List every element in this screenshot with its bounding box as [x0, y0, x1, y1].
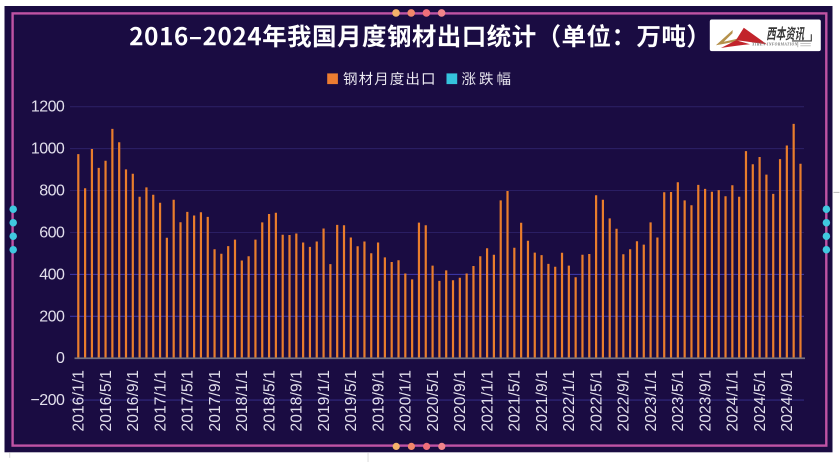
svg-text:2016/1/1: 2016/1/1	[71, 370, 88, 432]
svg-text:2021/5/1: 2021/5/1	[507, 370, 524, 432]
svg-text:2022/1/1: 2022/1/1	[561, 370, 578, 432]
svg-text:2020/1/1: 2020/1/1	[398, 370, 415, 432]
svg-text:2019/9/1: 2019/9/1	[370, 370, 387, 432]
svg-text:400: 400	[39, 266, 65, 283]
svg-text:2016/9/1: 2016/9/1	[125, 370, 142, 432]
svg-text:XIBEN INFORMATION: XIBEN INFORMATION	[751, 42, 798, 46]
svg-text:2016/5/1: 2016/5/1	[98, 370, 115, 432]
svg-text:2018/1/1: 2018/1/1	[234, 370, 251, 432]
svg-text:2018/5/1: 2018/5/1	[261, 370, 278, 432]
svg-text:2017/5/1: 2017/5/1	[180, 370, 197, 432]
svg-text:2023/1/1: 2023/1/1	[643, 370, 660, 432]
svg-text:2018/9/1: 2018/9/1	[289, 370, 306, 432]
svg-text:600: 600	[39, 225, 65, 242]
svg-text:1200: 1200	[31, 99, 65, 116]
svg-text:−200: −200	[30, 392, 64, 409]
svg-text:2022/9/1: 2022/9/1	[616, 370, 633, 432]
svg-text:2021/1/1: 2021/1/1	[479, 370, 496, 432]
svg-text:2019/1/1: 2019/1/1	[316, 370, 333, 432]
svg-text:2017/9/1: 2017/9/1	[207, 370, 224, 432]
svg-text:200: 200	[39, 308, 65, 325]
svg-text:2019/5/1: 2019/5/1	[343, 370, 360, 432]
svg-text:2023/9/1: 2023/9/1	[697, 370, 714, 432]
svg-text:2020/9/1: 2020/9/1	[452, 370, 469, 432]
svg-text:2017/1/1: 2017/1/1	[152, 370, 169, 432]
svg-text:2024/5/1: 2024/5/1	[752, 370, 769, 432]
svg-text:2024/1/1: 2024/1/1	[725, 370, 742, 432]
svg-text:2021/9/1: 2021/9/1	[534, 370, 551, 432]
svg-text:2020/5/1: 2020/5/1	[425, 370, 442, 432]
svg-text:1000: 1000	[31, 141, 65, 158]
svg-text:0: 0	[56, 350, 65, 367]
svg-text:800: 800	[39, 183, 65, 200]
svg-text:2022/5/1: 2022/5/1	[588, 370, 605, 432]
svg-text:2024/9/1: 2024/9/1	[779, 370, 796, 432]
svg-text:2023/5/1: 2023/5/1	[670, 370, 687, 432]
